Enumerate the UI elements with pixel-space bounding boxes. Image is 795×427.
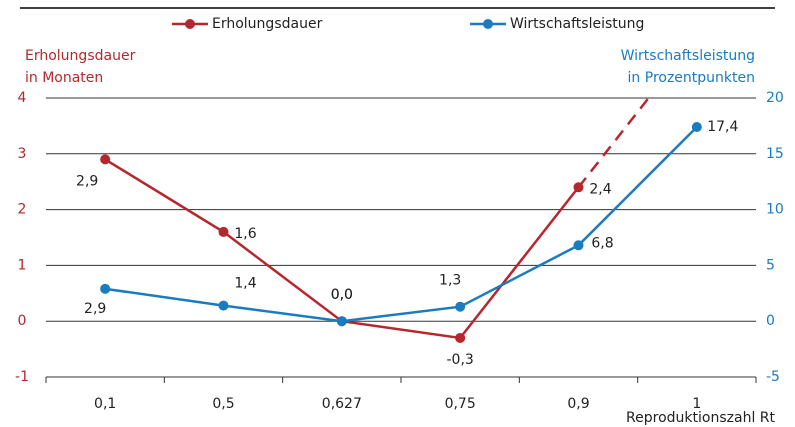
x-tick-label: 0,627	[322, 396, 362, 412]
data-label: 0,0	[331, 287, 353, 303]
data-point	[218, 300, 229, 311]
data-label: 17,4	[707, 119, 738, 135]
x-axis-label: Reproduktionszahl Rt	[626, 410, 775, 426]
data-label: 1,6	[234, 226, 256, 242]
y2-tick-label: 10	[766, 202, 784, 218]
x-tick-label: 0,9	[567, 396, 589, 412]
data-point	[455, 332, 466, 343]
y-tick-label: 3	[18, 146, 27, 162]
y2-tick-label: 0	[766, 313, 775, 329]
y-axis-label: in Monaten	[25, 70, 103, 86]
data-point	[100, 154, 111, 165]
series-extension	[577, 97, 650, 189]
data-label: 1,3	[439, 273, 461, 289]
x-tick-label: 1	[692, 396, 701, 412]
y2-axis-label: Wirtschaftsleistung	[621, 48, 755, 64]
data-point	[573, 240, 584, 251]
legend-label: Erholungsdauer	[212, 16, 323, 32]
data-label: 0,0	[331, 287, 353, 303]
y-tick-label: 2	[18, 202, 27, 218]
series-line	[104, 126, 698, 323]
y2-axis-label: in Prozentpunkten	[628, 70, 755, 86]
x-tick-label: 0,5	[212, 396, 234, 412]
legend-label: Wirtschaftsleistung	[510, 16, 644, 32]
y-tick-label: 0	[18, 313, 27, 329]
data-label: 6,8	[591, 235, 613, 251]
x-tick-label: 0,1	[94, 396, 116, 412]
y2-tick-label: 15	[766, 146, 784, 162]
y-tick-label: 1	[18, 257, 27, 273]
data-label: 1,4	[234, 276, 256, 292]
y2-tick-label: 20	[766, 90, 784, 106]
data-label: 2,9	[84, 301, 106, 317]
series-line	[104, 158, 580, 340]
data-point	[691, 122, 702, 133]
x-tick-label: 0,75	[445, 396, 476, 412]
data-point	[455, 301, 466, 312]
y-axis-label: Erholungsdauer	[25, 48, 136, 64]
data-point	[218, 226, 229, 237]
data-label: 2,9	[76, 173, 98, 189]
data-point	[100, 283, 111, 294]
y2-tick-label: 5	[766, 257, 775, 273]
data-label: 2,4	[589, 181, 611, 197]
data-point	[336, 316, 347, 327]
y2-tick-label: -5	[766, 369, 780, 385]
data-label: -0,3	[447, 352, 474, 368]
legend-marker	[185, 19, 195, 29]
data-point	[573, 182, 584, 193]
y-tick-label: 4	[18, 90, 27, 106]
y-tick-label: -1	[15, 369, 29, 385]
legend-marker	[483, 19, 493, 29]
